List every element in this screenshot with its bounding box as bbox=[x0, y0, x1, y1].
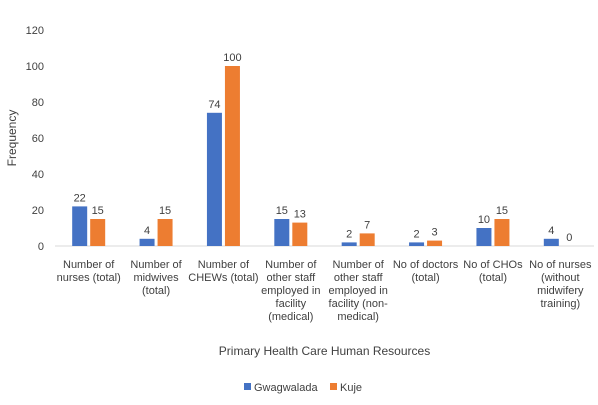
category-label: Number of CHEWs (total) bbox=[188, 259, 258, 284]
legend: Gwagwalada Kuje bbox=[244, 382, 362, 394]
data-label: 15 bbox=[496, 205, 508, 217]
data-label: 2 bbox=[346, 228, 352, 240]
category-label-line: (without bbox=[541, 272, 580, 284]
category-label: No of CHOs (total) bbox=[463, 259, 523, 284]
y-tick-label: 60 bbox=[32, 133, 44, 145]
data-label: 100 bbox=[223, 52, 241, 64]
category-label-line: medical) bbox=[337, 311, 379, 323]
y-tick-label: 100 bbox=[26, 61, 44, 73]
y-tick-label: 20 bbox=[32, 205, 44, 217]
category-label-line: midwives bbox=[133, 272, 179, 284]
category-label-line: Number of bbox=[63, 259, 115, 271]
category-label-line: Number of bbox=[198, 259, 250, 271]
category-label-line: nurses (total) bbox=[57, 272, 121, 284]
bar bbox=[206, 112, 222, 246]
category-label: No of nurses (without midwifery training) bbox=[529, 259, 592, 310]
category-label-line: Number of bbox=[265, 259, 317, 271]
data-label: 15 bbox=[276, 205, 288, 217]
bar bbox=[494, 219, 510, 246]
category-label-line: (total) bbox=[412, 272, 440, 284]
bar bbox=[409, 242, 425, 246]
category-label-line: (medical) bbox=[268, 311, 313, 323]
bar bbox=[157, 219, 173, 246]
category-label-line: training) bbox=[540, 298, 580, 310]
bar bbox=[476, 228, 492, 246]
y-tick-label: 40 bbox=[32, 169, 44, 181]
category-label-line: employed in bbox=[261, 285, 320, 297]
bar bbox=[341, 242, 357, 246]
category-label-line: No of doctors bbox=[393, 259, 459, 271]
bar bbox=[359, 233, 375, 246]
category-label-line: midwifery bbox=[537, 285, 584, 297]
data-label: 15 bbox=[159, 205, 171, 217]
y-axis-title: Frequency bbox=[5, 110, 19, 167]
data-label: 13 bbox=[294, 209, 306, 221]
y-tick-labels: 0 20 40 60 80 100 120 bbox=[26, 25, 44, 253]
data-label: 10 bbox=[478, 214, 490, 226]
y-tick-label: 0 bbox=[38, 241, 44, 253]
bar bbox=[274, 219, 290, 246]
data-label: 4 bbox=[144, 225, 150, 237]
category-labels: Number of nurses (total)Number of midwives… bbox=[57, 259, 592, 323]
data-label: 15 bbox=[92, 205, 104, 217]
legend-label: Gwagwalada bbox=[254, 382, 318, 394]
category-label-line: other staff bbox=[266, 272, 316, 284]
category-label: Number of other staff employed in facility … bbox=[329, 259, 389, 323]
bar bbox=[224, 66, 240, 246]
x-axis-title: Primary Health Care Human Resources bbox=[219, 344, 430, 358]
category-label-line: Number of bbox=[333, 259, 385, 271]
data-label: 74 bbox=[208, 99, 220, 111]
category-label-line: (total) bbox=[142, 285, 170, 297]
legend-label: Kuje bbox=[340, 382, 362, 394]
y-tick-label: 80 bbox=[32, 97, 44, 109]
bars bbox=[72, 66, 559, 246]
legend-swatch bbox=[330, 383, 337, 390]
bar bbox=[139, 238, 155, 246]
category-label: Number of midwives (total) bbox=[130, 259, 182, 297]
category-label: Number of other staff employed in facility(… bbox=[261, 259, 320, 323]
category-label-line: facility (non- bbox=[329, 298, 389, 310]
data-label: 0 bbox=[566, 232, 572, 244]
y-tick-label: 120 bbox=[26, 25, 44, 37]
bar bbox=[90, 219, 106, 246]
bar bbox=[543, 238, 559, 246]
category-label-line: No of CHOs bbox=[463, 259, 523, 271]
category-label: Number of nurses (total) bbox=[57, 259, 121, 284]
category-label-line: No of nurses bbox=[529, 259, 592, 271]
bar bbox=[72, 206, 88, 246]
data-label: 7 bbox=[364, 219, 370, 231]
category-label-line: (total) bbox=[479, 272, 507, 284]
data-label: 22 bbox=[74, 192, 86, 204]
legend-swatch bbox=[244, 383, 251, 390]
data-label: 3 bbox=[432, 227, 438, 239]
category-label-line: Number of bbox=[130, 259, 182, 271]
data-label: 2 bbox=[414, 228, 420, 240]
bar bbox=[427, 240, 443, 246]
bar bbox=[292, 222, 308, 246]
data-label: 4 bbox=[548, 225, 554, 237]
category-label-line: other staff bbox=[334, 272, 384, 284]
category-label: No of doctors (total) bbox=[393, 259, 459, 284]
category-label-line: employed in bbox=[329, 285, 388, 297]
category-label-line: facility bbox=[276, 298, 307, 310]
category-label-line: CHEWs (total) bbox=[188, 272, 258, 284]
